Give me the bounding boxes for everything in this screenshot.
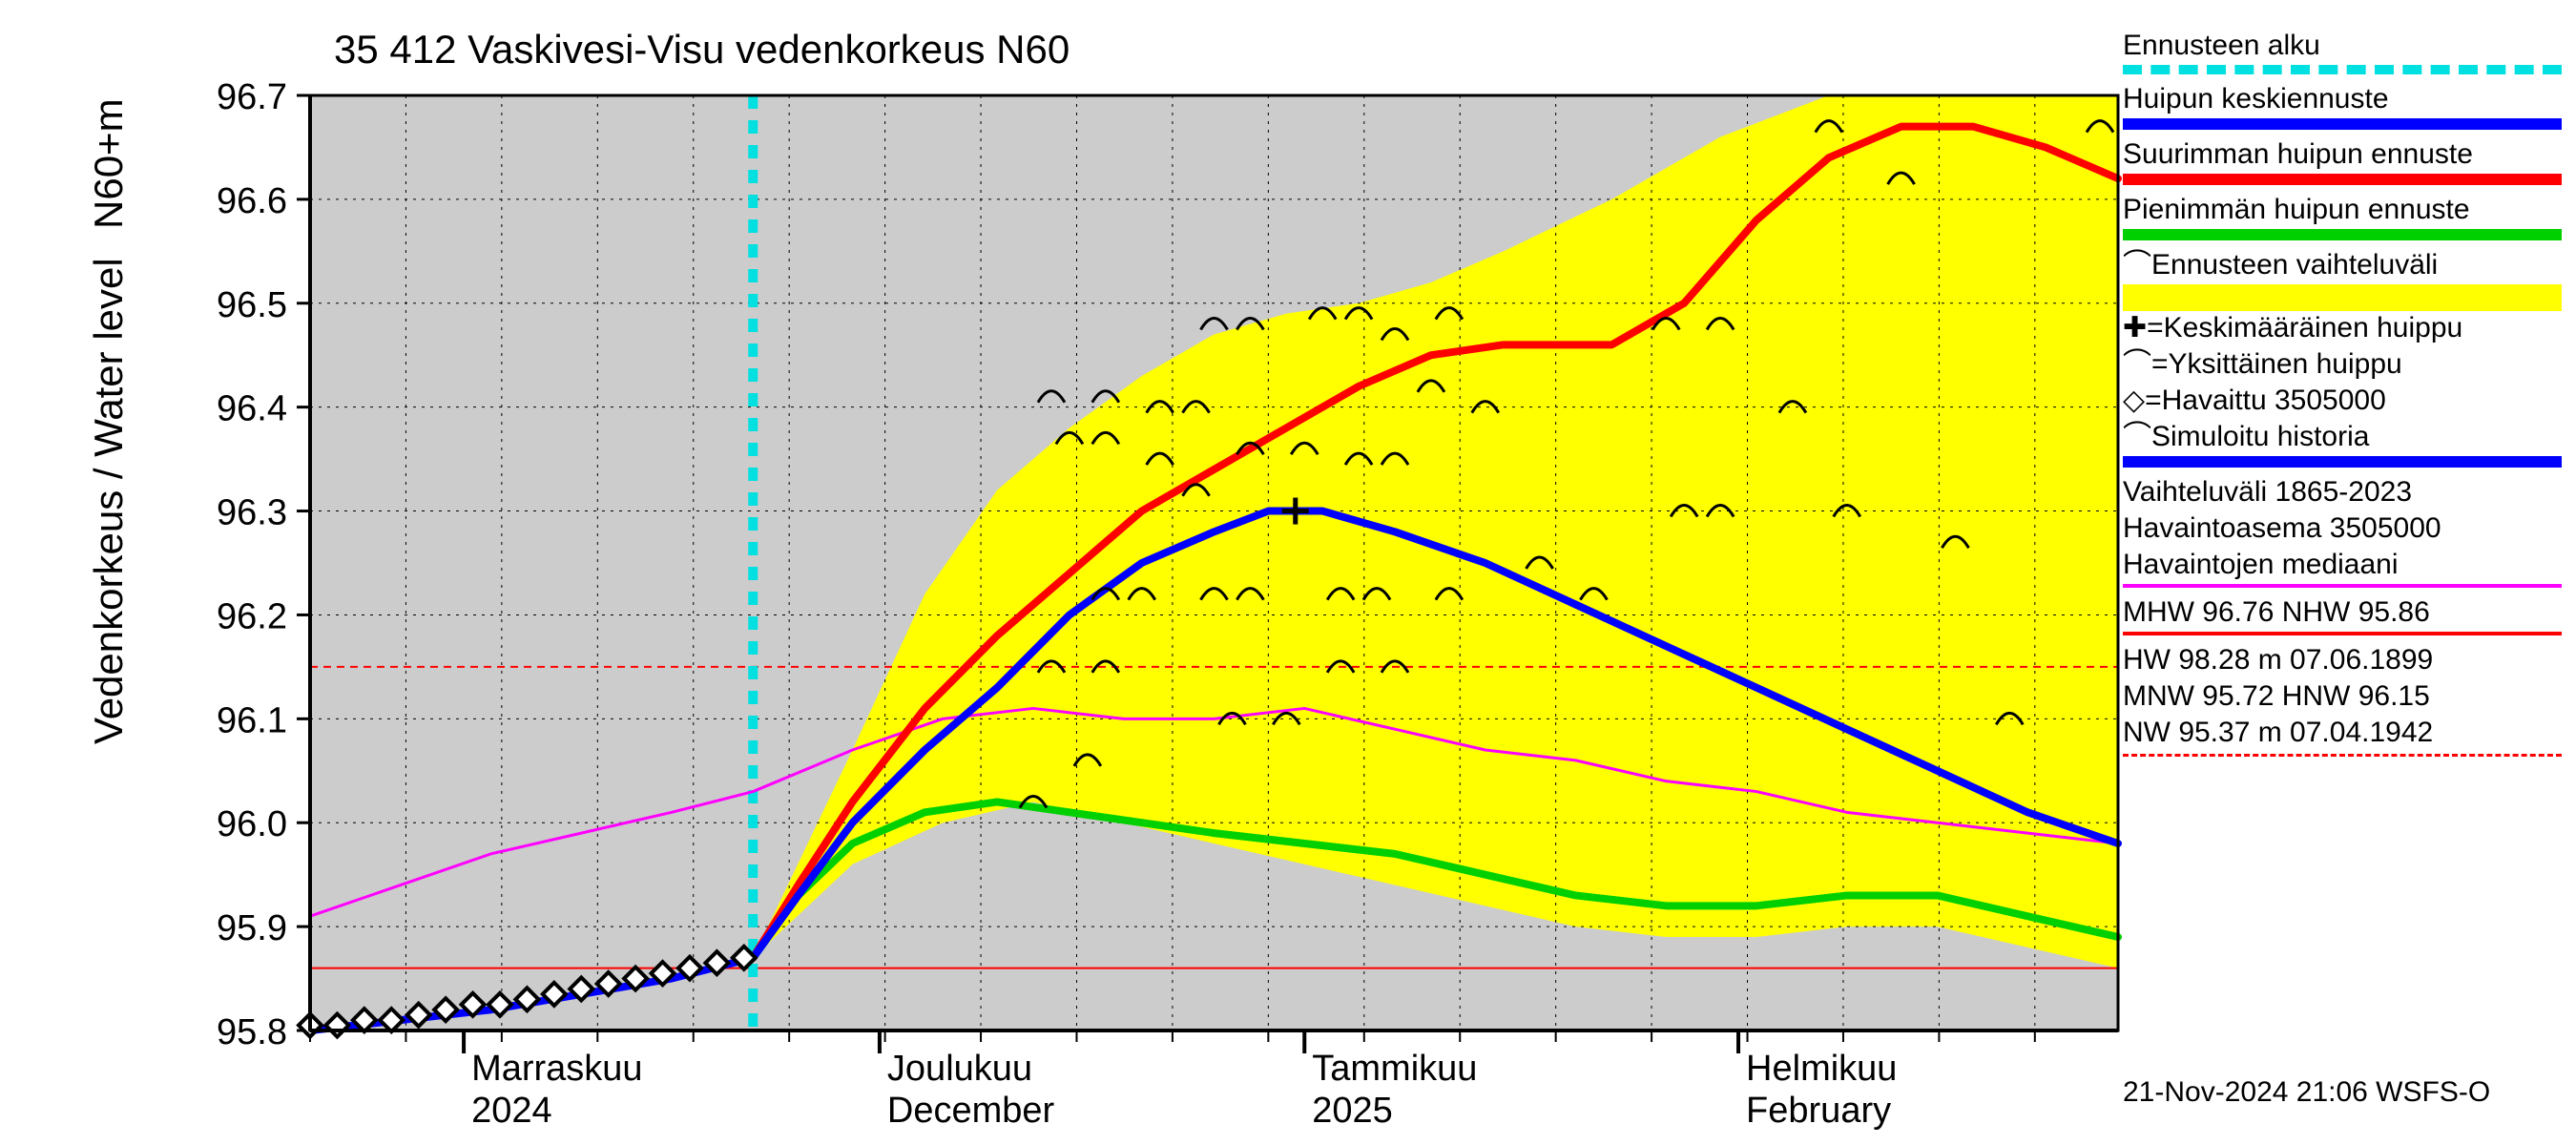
svg-text:2024: 2024 <box>471 1091 552 1131</box>
svg-text:December: December <box>887 1091 1055 1131</box>
legend-item: ⌒Ennusteen vaihteluväli <box>2123 248 2562 282</box>
legend-item: MNW 95.72 HNW 96.15 <box>2123 679 2562 714</box>
footer-timestamp: 21-Nov-2024 21:06 WSFS-O <box>2123 1076 2490 1109</box>
svg-text:96.1: 96.1 <box>217 700 287 740</box>
svg-text:96.5: 96.5 <box>217 285 287 325</box>
svg-text:Tammikuu: Tammikuu <box>1312 1049 1477 1089</box>
svg-text:Joulukuu: Joulukuu <box>887 1049 1032 1089</box>
legend-item: Pienimmän huipun ennuste <box>2123 193 2562 227</box>
legend-item: Havaintojen mediaani <box>2123 548 2562 582</box>
legend-item: ◇=Havaittu 3505000 <box>2123 384 2562 418</box>
svg-text:96.4: 96.4 <box>217 389 287 429</box>
svg-text:96.0: 96.0 <box>217 804 287 844</box>
svg-text:96.3: 96.3 <box>217 493 287 533</box>
svg-text:Marraskuu: Marraskuu <box>471 1049 643 1089</box>
legend-item: MHW 96.76 NHW 95.86 <box>2123 595 2562 630</box>
svg-text:96.7: 96.7 <box>217 77 287 117</box>
legend-item: Huipun keskiennuste <box>2123 82 2562 116</box>
legend: Ennusteen alku Huipun keskiennuste Suurimm… <box>2123 29 2562 764</box>
chart-container: 35 412 Vaskivesi-Visu vedenkorkeus N60 V… <box>0 0 2576 1145</box>
legend-item: HW 98.28 m 07.06.1899 <box>2123 643 2562 677</box>
legend-item: Ennusteen alku <box>2123 29 2562 63</box>
svg-text:February: February <box>1746 1091 1891 1131</box>
legend-item: ✚=Keskimääräinen huippu <box>2123 311 2562 345</box>
legend-item: Havaintoasema 3505000 <box>2123 511 2562 546</box>
legend-item: Suurimman huipun ennuste <box>2123 137 2562 172</box>
legend-item: ⌒Simuloitu historia <box>2123 420 2562 454</box>
svg-text:95.9: 95.9 <box>217 908 287 948</box>
svg-text:96.2: 96.2 <box>217 596 287 636</box>
svg-text:96.6: 96.6 <box>217 181 287 221</box>
svg-text:95.8: 95.8 <box>217 1012 287 1052</box>
svg-text:2025: 2025 <box>1312 1091 1393 1131</box>
legend-item: ⌒=Yksittäinen huippu <box>2123 347 2562 382</box>
legend-item: NW 95.37 m 07.04.1942 <box>2123 716 2562 750</box>
legend-item: Vaihteluväli 1865-2023 <box>2123 475 2562 510</box>
svg-text:Helmikuu: Helmikuu <box>1746 1049 1897 1089</box>
